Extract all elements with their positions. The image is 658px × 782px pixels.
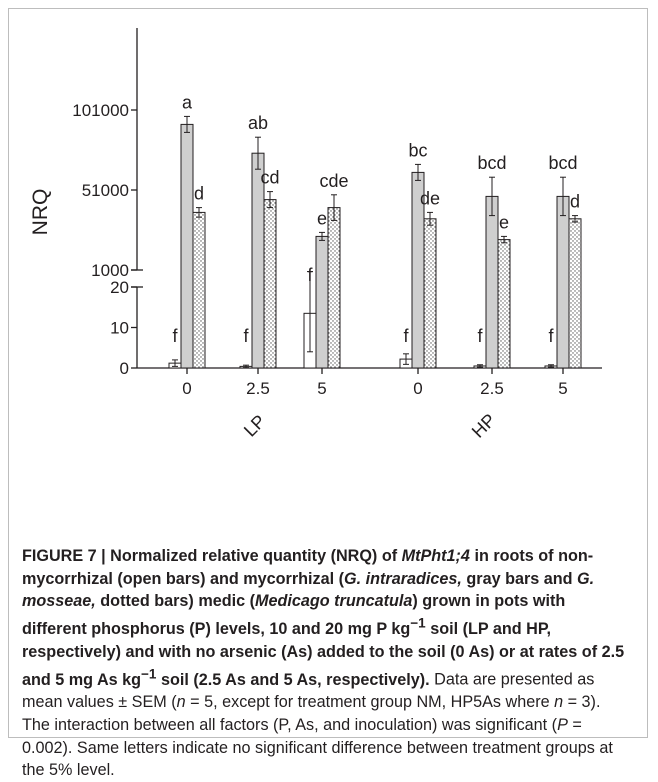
- caption-species-1: G. intraradices,: [344, 569, 462, 588]
- significance-letter: f: [307, 265, 313, 285]
- x-tick-label: 0: [182, 379, 191, 398]
- significance-letter: f: [403, 326, 409, 346]
- bar-HP-2.5-Gi: [485, 195, 499, 369]
- significance-letter: a: [182, 92, 193, 112]
- bars: [168, 115, 582, 369]
- bar-chart: 1000 51000 101000 0 10 20 NRQ 0 2.5 5 LP 0 2.5 5 HP f a…: [29, 28, 602, 442]
- significance-letter: cd: [260, 168, 279, 188]
- significance-letter: bcd: [477, 153, 506, 173]
- significance-letter: f: [172, 326, 178, 346]
- caption-text-1: Data are presented as mean values ± SEM …: [22, 670, 595, 712]
- caption-sup-1: −1: [410, 615, 426, 631]
- significance-letter: e: [499, 212, 509, 232]
- x-tick-label: 2.5: [246, 379, 270, 398]
- x-tick-label: 5: [558, 379, 567, 398]
- caption-n-1: n: [176, 693, 186, 712]
- group-label: HP: [468, 410, 500, 442]
- y-tick-label: 51000: [82, 181, 129, 200]
- significance-letter: f: [477, 326, 483, 346]
- significance-letter: f: [548, 326, 554, 346]
- caption-bold-1: FIGURE 7 | Normalized relative quantity …: [22, 547, 402, 565]
- bar-LP-2.5-Gm: [263, 199, 277, 369]
- bar-HP-0-Gm: [423, 218, 437, 369]
- y-tick-label: 101000: [72, 101, 129, 120]
- significance-letter: d: [194, 184, 204, 204]
- significance-letter: cde: [319, 171, 348, 191]
- caption-plant: Medicago truncatula: [255, 592, 413, 611]
- significance-letter: bcd: [548, 153, 577, 173]
- bar-HP-5-Gi: [556, 195, 570, 369]
- x-tick-label: 0: [413, 379, 422, 398]
- caption-p: P: [557, 715, 568, 734]
- significance-letter: d: [570, 192, 580, 212]
- caption-gene: MtPht1;4: [401, 547, 470, 565]
- y-tick-label: 10: [110, 319, 129, 338]
- group-label: LP: [240, 411, 270, 441]
- caption-text-3: = 3). The interaction between all factor…: [22, 693, 601, 734]
- caption-bold-5: ) grown in pots with different phosphoru…: [22, 592, 566, 639]
- significance-letter: bc: [408, 140, 427, 160]
- bar-LP-0-Gm: [192, 211, 206, 369]
- y-tick-label: 1000: [91, 261, 129, 280]
- x-tick-label: 5: [317, 379, 326, 398]
- y-axis-title: NRQ: [29, 189, 52, 236]
- caption-bold-6: soil (LP and HP, respectively) and with …: [22, 620, 625, 689]
- bar-LP-5-Gm: [327, 207, 341, 369]
- caption-text-2: = 5, except for treatment group NM, HP5A…: [185, 693, 555, 712]
- bar-HP-2.5-Gm: [497, 239, 511, 369]
- significance-letter: de: [420, 188, 440, 208]
- significance-letter: ab: [248, 113, 268, 133]
- caption-bold-4: dotted bars) medic (: [95, 592, 255, 611]
- figure-frame: [8, 8, 648, 738]
- caption-species-2: G. mosseae,: [22, 569, 595, 611]
- caption-bold-2: in roots of non-mycorrhizal (open bars) …: [22, 547, 594, 588]
- bar-HP-5-Gm: [568, 218, 582, 369]
- x-tick-label: 2.5: [480, 379, 504, 398]
- caption-bold-7: soil (2.5 As and 5 As, respectively).: [156, 670, 430, 689]
- significance-letter: e: [317, 208, 327, 228]
- y-tick-label: 20: [110, 278, 129, 297]
- bar-LP-5-Gi: [315, 235, 329, 369]
- caption-bold-3: gray bars and: [461, 569, 578, 588]
- significance-letter: f: [243, 326, 249, 346]
- caption-sup-2: −1: [141, 666, 157, 682]
- figure-caption: FIGURE 7 | Normalized relative quantity …: [22, 545, 632, 782]
- bar-LP-0-Gi: [180, 123, 194, 369]
- y-tick-label: 0: [120, 359, 129, 378]
- axes: 1000 51000 101000 0 10 20 NRQ 0 2.5 5 LP 0 2.5 5 HP: [29, 28, 602, 442]
- caption-n-2: n: [554, 693, 564, 712]
